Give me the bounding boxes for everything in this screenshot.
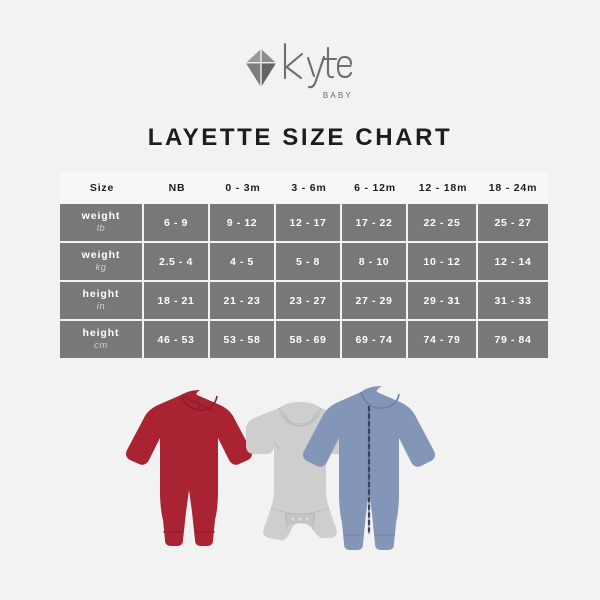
table-row: weight kg 2.5 - 4 4 - 5 5 - 8 8 - 10 10 … (60, 243, 548, 282)
cell-weight-lb-0-3m: 9 - 12 (210, 204, 276, 243)
table-body: weight lb 6 - 9 9 - 12 12 - 17 17 - 22 2… (60, 204, 548, 358)
table-row: height in 18 - 21 21 - 23 23 - 27 27 - 2… (60, 282, 548, 321)
table-row: weight lb 6 - 9 9 - 12 12 - 17 17 - 22 2… (60, 204, 548, 243)
column-header-0-3m: 0 - 3m (210, 172, 276, 204)
cell-height-in-nb: 18 - 21 (144, 282, 210, 321)
column-header-nb: NB (144, 172, 210, 204)
cell-height-cm-nb: 46 - 53 (144, 321, 210, 358)
row-label-name: weight (81, 210, 121, 222)
table-header: Size NB 0 - 3m 3 - 6m 6 - 12m 12 - 18m 1… (60, 172, 548, 204)
row-label-height-in: height in (60, 282, 144, 321)
row-label-unit: lb (96, 223, 106, 234)
size-chart-table: Size NB 0 - 3m 3 - 6m 6 - 12m 12 - 18m 1… (60, 172, 548, 358)
row-label-name: height (82, 327, 120, 339)
row-label-unit: cm (94, 340, 108, 351)
row-label-weight-kg: weight kg (60, 243, 144, 282)
cell-weight-kg-0-3m: 4 - 5 (210, 243, 276, 282)
red-footed-sleeper-icon (126, 390, 252, 546)
brand-logo: BABY (0, 42, 600, 100)
cell-weight-kg-6-12m: 8 - 10 (342, 243, 408, 282)
cell-weight-lb-12-18m: 22 - 25 (408, 204, 478, 243)
row-label-height-cm: height cm (60, 321, 144, 358)
size-chart-table-wrap: Size NB 0 - 3m 3 - 6m 6 - 12m 12 - 18m 1… (60, 172, 548, 358)
row-label-name: weight (81, 249, 121, 261)
cell-height-in-6-12m: 27 - 29 (342, 282, 408, 321)
table-header-row: Size NB 0 - 3m 3 - 6m 6 - 12m 12 - 18m 1… (60, 172, 548, 204)
cell-weight-lb-6-12m: 17 - 22 (342, 204, 408, 243)
cell-height-cm-6-12m: 69 - 74 (342, 321, 408, 358)
row-label-weight-lb: weight lb (60, 204, 144, 243)
column-header-size: Size (60, 172, 144, 204)
column-header-18-24m: 18 - 24m (478, 172, 548, 204)
cell-height-cm-3-6m: 58 - 69 (276, 321, 342, 358)
column-header-3-6m: 3 - 6m (276, 172, 342, 204)
cell-weight-lb-nb: 6 - 9 (144, 204, 210, 243)
blue-zippered-footed-sleeper-icon (303, 386, 435, 550)
cell-height-in-3-6m: 23 - 27 (276, 282, 342, 321)
page-title: LAYETTE SIZE CHART (147, 124, 453, 151)
cell-height-cm-12-18m: 74 - 79 (408, 321, 478, 358)
cell-height-in-0-3m: 21 - 23 (210, 282, 276, 321)
row-label-name: height (82, 288, 120, 300)
row-label-unit: in (96, 301, 106, 312)
cell-height-in-12-18m: 29 - 31 (408, 282, 478, 321)
cell-weight-kg-nb: 2.5 - 4 (144, 243, 210, 282)
cell-weight-lb-3-6m: 12 - 17 (276, 204, 342, 243)
kite-diamond-icon (246, 49, 276, 92)
garment-illustrations (0, 372, 600, 562)
cell-weight-lb-18-24m: 25 - 27 (478, 204, 548, 243)
table-row: height cm 46 - 53 53 - 58 58 - 69 69 - 7… (60, 321, 548, 358)
cell-height-in-18-24m: 31 - 33 (478, 282, 548, 321)
column-header-12-18m: 12 - 18m (408, 172, 478, 204)
cell-height-cm-18-24m: 79 - 84 (478, 321, 548, 358)
brand-wordmark (282, 42, 354, 97)
brand-subtitle: BABY (322, 91, 353, 100)
row-label-unit: kg (95, 262, 107, 273)
column-header-6-12m: 6 - 12m (342, 172, 408, 204)
cell-weight-kg-3-6m: 5 - 8 (276, 243, 342, 282)
cell-weight-kg-12-18m: 10 - 12 (408, 243, 478, 282)
cell-weight-kg-18-24m: 12 - 14 (478, 243, 548, 282)
cell-height-cm-0-3m: 53 - 58 (210, 321, 276, 358)
